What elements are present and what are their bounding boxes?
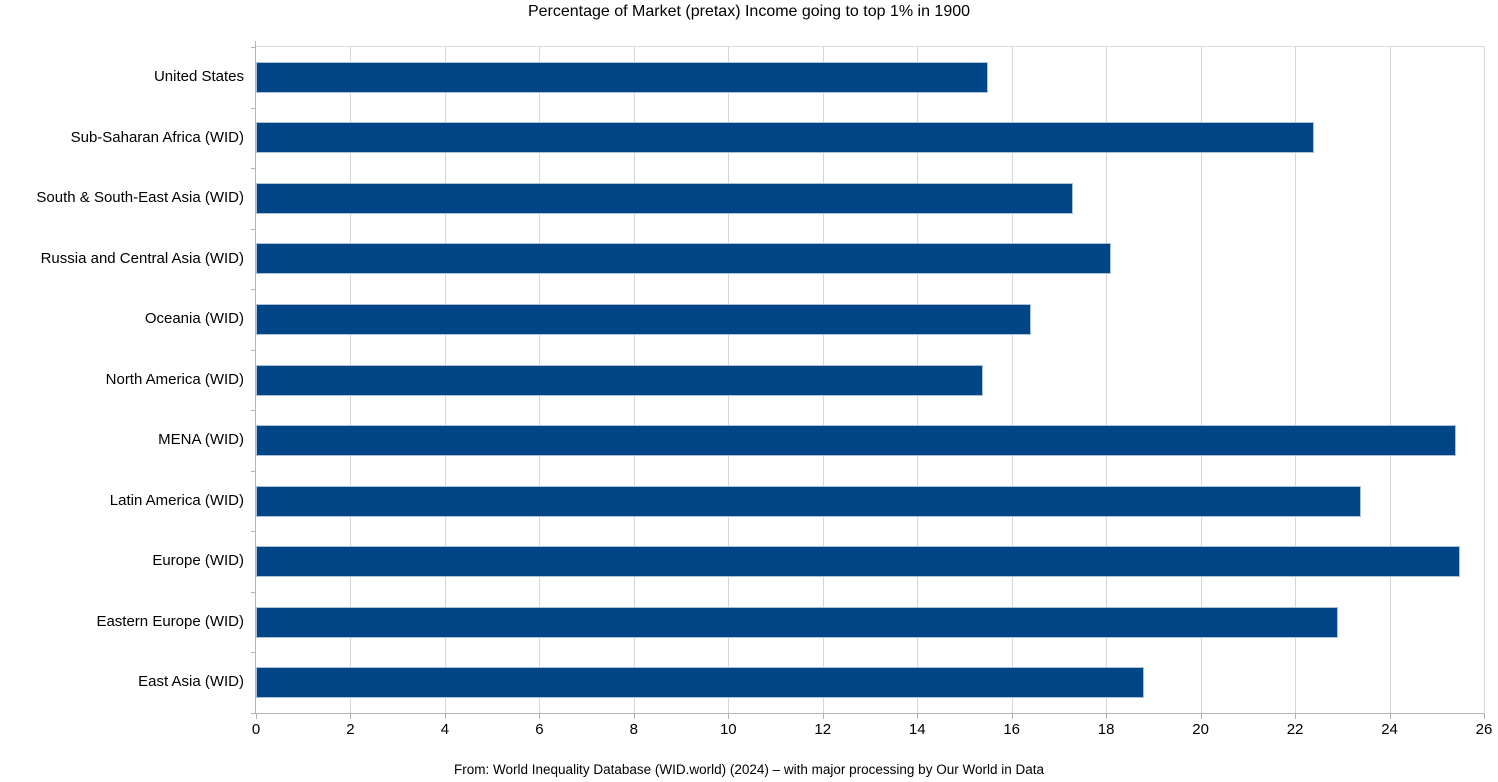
x-axis-label-14: 14 (908, 721, 926, 738)
x-axis-tick (350, 714, 352, 719)
gridline-x-22 (1295, 47, 1297, 713)
x-axis-label-10: 10 (719, 721, 737, 738)
x-axis-label-20: 20 (1192, 721, 1209, 738)
y-axis-tick (251, 289, 256, 290)
x-axis-line (251, 713, 1485, 714)
y-axis-tick (251, 531, 256, 532)
y-axis-label-mena-wid: MENA (WID) (158, 431, 244, 449)
plot-top-border (256, 46, 1485, 47)
y-axis-label-oceania-wid: Oceania (WID) (144, 310, 244, 328)
x-axis-label-0: 0 (251, 721, 261, 738)
y-axis-label-sub-saharan-africa-wid: Sub-Saharan Africa (WID) (70, 128, 244, 146)
bar-europe-wid (256, 546, 1461, 578)
y-axis-tick (251, 47, 256, 48)
gridline-x-24 (1389, 47, 1391, 713)
y-axis-tick (251, 229, 256, 230)
y-axis-tick (251, 108, 256, 109)
y-axis-tick (251, 471, 256, 472)
y-axis-tick (251, 410, 256, 411)
bar-eastern-europe-wid (256, 606, 1338, 638)
x-axis-tick (728, 714, 730, 719)
bar-east-asia-wid (256, 667, 1144, 699)
gridline-x-20 (1200, 47, 1202, 713)
y-axis-label-eastern-europe-wid: Eastern Europe (WID) (96, 612, 244, 630)
x-axis-tick (1484, 714, 1485, 719)
x-axis-tick (633, 714, 635, 719)
x-axis-label-8: 8 (629, 721, 639, 738)
y-axis-tick (251, 713, 256, 714)
y-axis-tick (251, 350, 256, 351)
y-axis-label-latin-america-wid: Latin America (WID) (109, 491, 244, 509)
x-axis-tick (822, 714, 824, 719)
x-axis-tick (1011, 714, 1013, 719)
x-axis-label-12: 12 (814, 721, 832, 738)
y-axis-line (255, 41, 256, 714)
x-axis-label-24: 24 (1381, 721, 1398, 738)
bar-north-america-wid (256, 364, 984, 396)
x-axis-label-16: 16 (1003, 721, 1021, 738)
x-axis-tick (1106, 714, 1108, 719)
bar-south-south-east-asia-wid (256, 182, 1074, 214)
x-axis-label-4: 4 (440, 721, 450, 738)
x-axis-tick (1200, 714, 1202, 719)
gridline-x-18 (1106, 47, 1108, 713)
x-axis-tick (1389, 714, 1391, 719)
chart-title: Percentage of Market (pretax) Income goi… (527, 3, 971, 20)
y-axis-label-east-asia-wid: East Asia (WID) (138, 673, 244, 691)
bar-latin-america-wid (256, 485, 1362, 517)
y-axis-tick (251, 592, 256, 593)
x-axis-label-26: 26 (1475, 721, 1493, 738)
bar-sub-saharan-africa-wid (256, 122, 1314, 154)
x-axis-tick (256, 714, 257, 719)
plot-area (256, 47, 1485, 713)
x-axis-label-18: 18 (1097, 721, 1115, 738)
bar-russia-and-central-asia-wid (256, 243, 1111, 275)
x-axis-tick (539, 714, 541, 719)
y-axis-label-united-states: United States (153, 68, 244, 85)
bar-united-states (256, 61, 989, 93)
y-axis-label-russia-and-central-asia-wid: Russia and Central Asia (WID) (40, 249, 244, 267)
y-axis-label-north-america-wid: North America (WID) (105, 370, 244, 388)
bar-mena-wid (256, 425, 1456, 457)
y-axis-tick (251, 168, 256, 169)
x-axis-label-2: 2 (346, 721, 355, 738)
source-note: From: World Inequality Database (WID.wor… (454, 762, 1044, 777)
x-axis-tick (917, 714, 919, 719)
x-axis-tick (1295, 714, 1297, 719)
gridline-x-16 (1011, 47, 1013, 713)
y-axis-label-south-south-east-asia-wid: South & South-East Asia (WID) (36, 189, 244, 207)
x-axis-tick (444, 714, 446, 719)
y-axis-label-europe-wid: Europe (WID) (152, 552, 244, 570)
x-axis-label-22: 22 (1286, 721, 1304, 738)
gridline-x-26 (1484, 47, 1485, 713)
y-axis-tick (251, 652, 256, 653)
x-axis-label-6: 6 (535, 721, 544, 738)
bar-oceania-wid (256, 303, 1031, 335)
